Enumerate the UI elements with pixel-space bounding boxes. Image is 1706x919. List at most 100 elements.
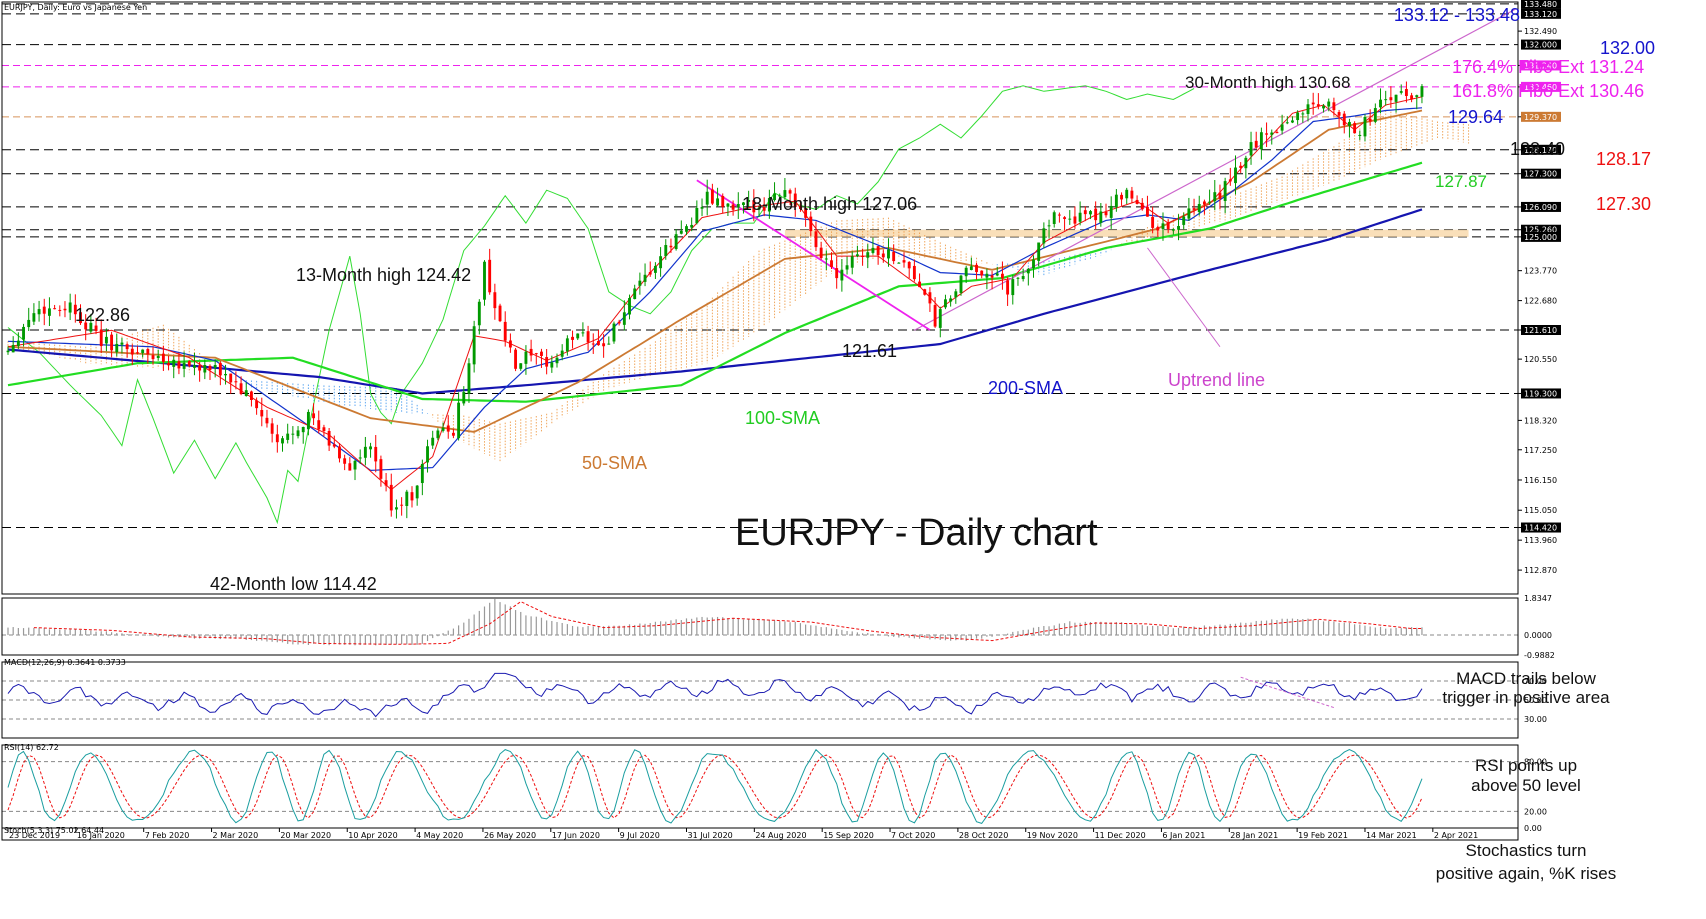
candle-body <box>923 289 927 295</box>
candle-body <box>239 383 243 394</box>
candle-body <box>477 301 481 326</box>
price-box <box>1521 325 1561 336</box>
candle-body <box>410 492 414 501</box>
time-tick-label: 2 Apr 2021 <box>1434 831 1478 840</box>
price-box-label: 121.610 <box>1524 326 1557 335</box>
candle-body <box>628 298 631 315</box>
candle-body <box>161 353 165 362</box>
candle-body <box>540 351 543 356</box>
price-tick-label: 122.680 <box>1524 297 1557 306</box>
candle-body <box>1187 208 1191 219</box>
candle-body <box>1063 217 1067 219</box>
candle-body <box>146 349 150 355</box>
uptrend-line <box>914 8 1517 331</box>
candle-body <box>167 363 170 366</box>
chart-title: EURJPY - Daily chart <box>735 512 1098 554</box>
price-box-label: 133.120 <box>1524 10 1557 19</box>
stoch-note-1: Stochastics turn <box>1466 841 1587 860</box>
candle-body <box>1011 279 1015 296</box>
candle-body <box>1197 204 1201 213</box>
candle-body <box>1109 205 1113 218</box>
candle-body <box>405 491 409 506</box>
price-box-label: 119.300 <box>1524 389 1557 398</box>
stoch-tick-label: 0.00 <box>1524 824 1542 833</box>
candle-body <box>1078 212 1082 222</box>
candle-body <box>975 264 978 273</box>
candle-body <box>1052 212 1056 224</box>
candle-body <box>985 273 989 278</box>
candle-body <box>845 265 849 270</box>
candle-body <box>534 353 538 355</box>
time-tick-label: 10 Apr 2020 <box>348 831 397 840</box>
candle-body <box>213 364 217 368</box>
candle-body <box>120 342 124 345</box>
candle-body <box>819 247 823 259</box>
candle-body <box>731 204 735 210</box>
candle-body <box>1208 201 1212 203</box>
candle-body <box>1073 216 1077 224</box>
candle-body <box>659 256 663 269</box>
candle-body <box>141 349 145 353</box>
candle-body <box>705 191 709 205</box>
candle-body <box>1177 225 1180 230</box>
price-box-label: 129.370 <box>1524 113 1557 122</box>
candle-body <box>814 231 818 248</box>
rsi-header: RSI(14) 62.72 <box>4 743 59 752</box>
price-box <box>1521 111 1561 122</box>
candle-body <box>488 259 492 293</box>
price-box <box>1521 144 1561 155</box>
kijun-sen-line <box>7 107 1423 472</box>
time-tick-label: 26 May 2020 <box>484 831 536 840</box>
candle-body <box>550 362 554 368</box>
panel-frame-1 <box>1 1 1519 595</box>
candle-body <box>151 355 155 360</box>
candle-body <box>312 413 316 419</box>
candle-body <box>1161 223 1165 230</box>
candle-body <box>995 273 999 276</box>
candle-body <box>969 266 973 271</box>
candle-body <box>679 230 683 234</box>
candle-body <box>1353 123 1357 134</box>
candle-body <box>493 292 497 309</box>
candle-body <box>840 269 844 281</box>
candle-body <box>617 321 621 324</box>
time-tick-label: 28 Jan 2021 <box>1230 831 1278 840</box>
candle-body <box>472 326 476 365</box>
candle-body <box>94 325 98 331</box>
candle-body <box>591 343 595 345</box>
candle-body <box>6 350 10 353</box>
candle-body <box>317 420 321 430</box>
candle-body <box>897 262 901 264</box>
candle-body <box>716 198 720 206</box>
candle-body <box>1218 192 1222 199</box>
candle-body <box>1259 132 1263 150</box>
candle-body <box>296 430 300 437</box>
price-panel <box>2 3 1518 529</box>
candle-body <box>752 200 756 213</box>
candle-body <box>58 309 62 311</box>
macd-note-2: trigger in positive area <box>1442 688 1610 707</box>
price-box <box>1521 60 1561 71</box>
candle-body <box>586 331 590 343</box>
candle-body <box>1348 121 1351 126</box>
candle-body <box>597 341 600 346</box>
candle-body <box>22 326 25 340</box>
price-box-label: 132.000 <box>1524 41 1557 50</box>
candle-body <box>1120 194 1123 200</box>
candle-body <box>871 247 875 253</box>
candle-body <box>1130 190 1134 199</box>
candle-body <box>1021 276 1025 280</box>
candle-body <box>125 344 129 350</box>
candle-body <box>462 392 466 404</box>
candle-body <box>1234 167 1237 184</box>
candle-body <box>990 275 994 278</box>
level-label-12787: 127.87 <box>1435 172 1487 191</box>
rsi-note-1: RSI points up <box>1475 756 1577 775</box>
candle-body <box>1156 227 1160 231</box>
candle-body <box>1275 131 1279 134</box>
candle-body <box>736 204 740 208</box>
fibo-1618-label: 161.8% Fibo Ext 130.46 <box>1452 81 1644 101</box>
candle-body <box>1047 225 1051 227</box>
candle-body <box>555 357 559 364</box>
candle-body <box>177 361 181 369</box>
